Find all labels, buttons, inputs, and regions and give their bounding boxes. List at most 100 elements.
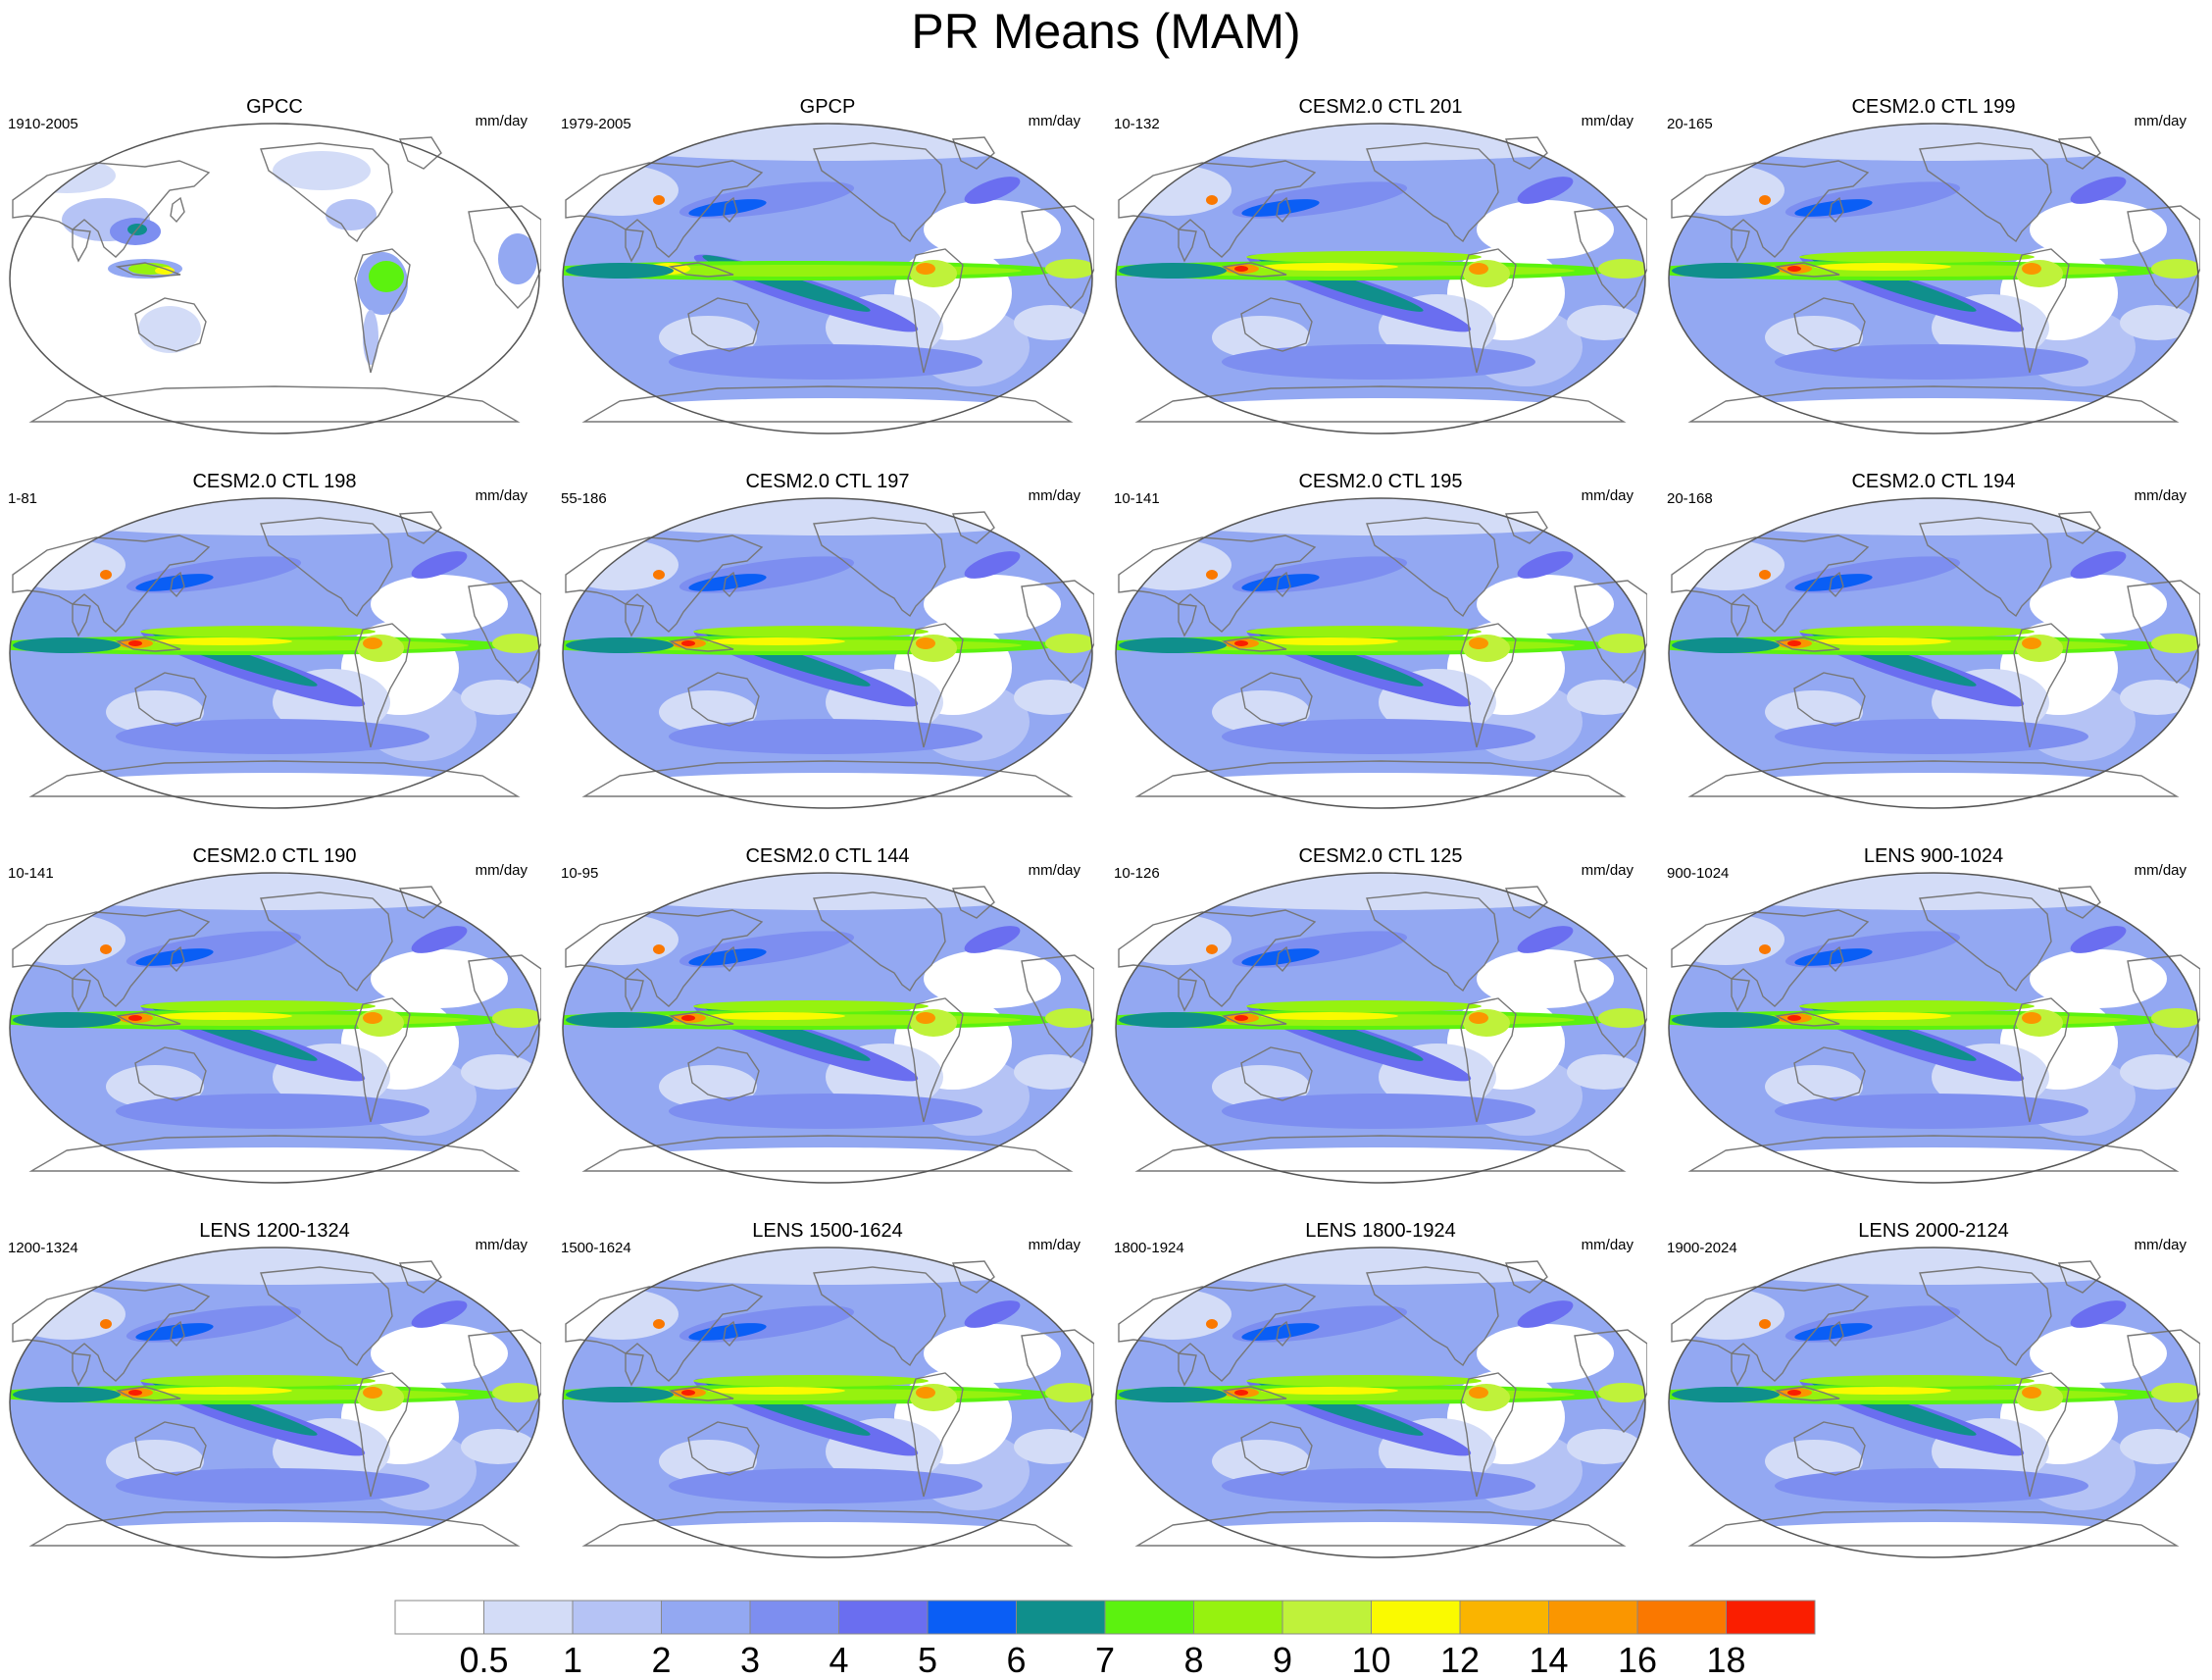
maritime-islands-outline xyxy=(1221,262,1287,278)
coastlines xyxy=(12,1260,542,1547)
eurasia-outline xyxy=(1118,535,1317,633)
atlantic-itcz-region xyxy=(1598,1383,1645,1402)
north-atlantic-dry-region xyxy=(1477,575,1614,634)
kuroshio-storm-track xyxy=(688,574,767,591)
amazon-rain-region xyxy=(910,1384,957,1411)
panel-map-wrap xyxy=(8,871,542,1190)
panel-period: 55-186 xyxy=(561,490,607,507)
itcz-peak-band xyxy=(1261,637,1398,645)
arctic-dry-region xyxy=(563,498,1092,535)
south-america-outline xyxy=(2013,623,2070,748)
south-america-outline xyxy=(354,997,411,1123)
india-outline xyxy=(72,1352,91,1387)
maritime-islands-outline xyxy=(668,262,734,278)
india-outline xyxy=(625,229,644,263)
maritime-islands-outline xyxy=(1774,1011,1840,1027)
amazon-peak-region xyxy=(363,637,382,649)
atlantic-itcz-region xyxy=(2151,1383,2198,1402)
coastlines xyxy=(12,136,542,423)
precip-1-2-region xyxy=(273,151,371,190)
map-boundary xyxy=(9,123,540,434)
maritime-continent-peak xyxy=(128,1015,142,1021)
antarctic-dry-region xyxy=(10,1522,539,1557)
maritime-islands-outline xyxy=(1221,636,1287,652)
panel-map-wrap xyxy=(1667,496,2201,815)
map-boundary xyxy=(9,872,540,1184)
double-itcz-north-band xyxy=(1799,626,2035,637)
panel-title: CESM2.0 CTL 195 xyxy=(1298,471,1463,492)
double-itcz-north-band xyxy=(140,1000,376,1012)
world-map xyxy=(1115,1247,1648,1558)
north-atlantic-dry-region xyxy=(2030,949,2167,1008)
indian-ocean-band xyxy=(1672,637,1780,653)
north-america-outline xyxy=(1366,142,1499,243)
southern-ocean-storm-track xyxy=(1775,344,2088,380)
precip-1-2-region xyxy=(138,306,201,353)
australia-outline xyxy=(134,1421,207,1476)
amazon-rain-region xyxy=(1463,1009,1510,1037)
atlantic-itcz-region xyxy=(1045,1008,1092,1028)
amazon-peak-region xyxy=(916,1012,935,1024)
japan-outline xyxy=(1829,1320,1844,1348)
panel-period: 1-81 xyxy=(8,490,38,507)
atlantic-itcz-region xyxy=(2151,1008,2198,1028)
map-panel: CESM2.0 CTL 197 55-186 mm/day xyxy=(553,469,1102,822)
colorbar-swatch xyxy=(838,1600,929,1635)
antarctic-dry-region xyxy=(1669,1522,2198,1557)
amazon-rain-region xyxy=(910,260,957,287)
panel-unit: mm/day xyxy=(1581,1237,1634,1253)
coastlines xyxy=(1118,1260,1648,1547)
map-panel: CESM2.0 CTL 201 10-132 mm/day xyxy=(1106,94,1655,447)
eurasia-outline xyxy=(565,1284,764,1382)
india-outline xyxy=(1178,603,1197,637)
eurasia-outline xyxy=(1118,909,1317,1007)
north-atlantic-storm-track xyxy=(411,926,468,953)
north-atlantic-storm-track xyxy=(964,1300,1021,1328)
south-asia-peak xyxy=(100,570,112,580)
amazon-peak-region xyxy=(1469,1012,1488,1024)
world-map xyxy=(1115,123,1648,434)
panel-unit: mm/day xyxy=(1028,862,1081,879)
double-itcz-north-band xyxy=(1799,1000,2035,1012)
maritime-continent-peak xyxy=(1234,1015,1248,1021)
map-boundary xyxy=(1115,497,1646,809)
eurasia-outline xyxy=(12,535,211,633)
map-panel: CESM2.0 CTL 198 1-81 mm/day xyxy=(0,469,549,822)
eurasia-outline xyxy=(1118,1284,1317,1382)
atlantic-itcz-region xyxy=(2151,259,2198,279)
north-america-outline xyxy=(1366,891,1499,993)
africa-outline xyxy=(468,580,542,685)
japan-outline xyxy=(170,1320,185,1348)
double-itcz-north-band xyxy=(693,626,929,637)
map-boundary xyxy=(1668,1247,2199,1558)
maritime-islands-outline xyxy=(1774,636,1840,652)
indian-ocean-band xyxy=(13,1012,121,1028)
panel-map-wrap xyxy=(8,496,542,815)
north-atlantic-storm-track xyxy=(964,926,1021,953)
kuroshio-storm-track xyxy=(1794,948,1873,966)
panel-title: GPCP xyxy=(799,96,856,118)
maritime-continent-peak xyxy=(1234,266,1248,272)
maritime-continent-peak xyxy=(1787,1015,1801,1021)
north-america-outline xyxy=(1366,517,1499,618)
south-asia-peak xyxy=(1206,944,1218,954)
amazon-rain-region xyxy=(357,635,404,662)
panel-unit: mm/day xyxy=(475,113,528,129)
greenland-outline xyxy=(952,1260,995,1294)
india-outline xyxy=(72,229,91,263)
south-america-outline xyxy=(1460,623,1517,748)
japan-outline xyxy=(1276,196,1291,224)
south-asia-peak xyxy=(1206,570,1218,580)
double-itcz-north-band xyxy=(1799,251,2035,263)
world-map xyxy=(1668,1247,2201,1558)
africa-outline xyxy=(1021,954,1095,1059)
north-atlantic-storm-track xyxy=(1517,551,1574,579)
south-america-outline xyxy=(354,1372,411,1498)
india-outline xyxy=(1178,229,1197,263)
north-atlantic-storm-track xyxy=(2070,1300,2127,1328)
south-asia-peak xyxy=(653,195,665,205)
itcz-peak-band xyxy=(1814,263,1951,271)
precip-12-14-region xyxy=(155,267,175,275)
north-america-outline xyxy=(813,517,946,618)
amazon-peak-region xyxy=(916,263,935,275)
